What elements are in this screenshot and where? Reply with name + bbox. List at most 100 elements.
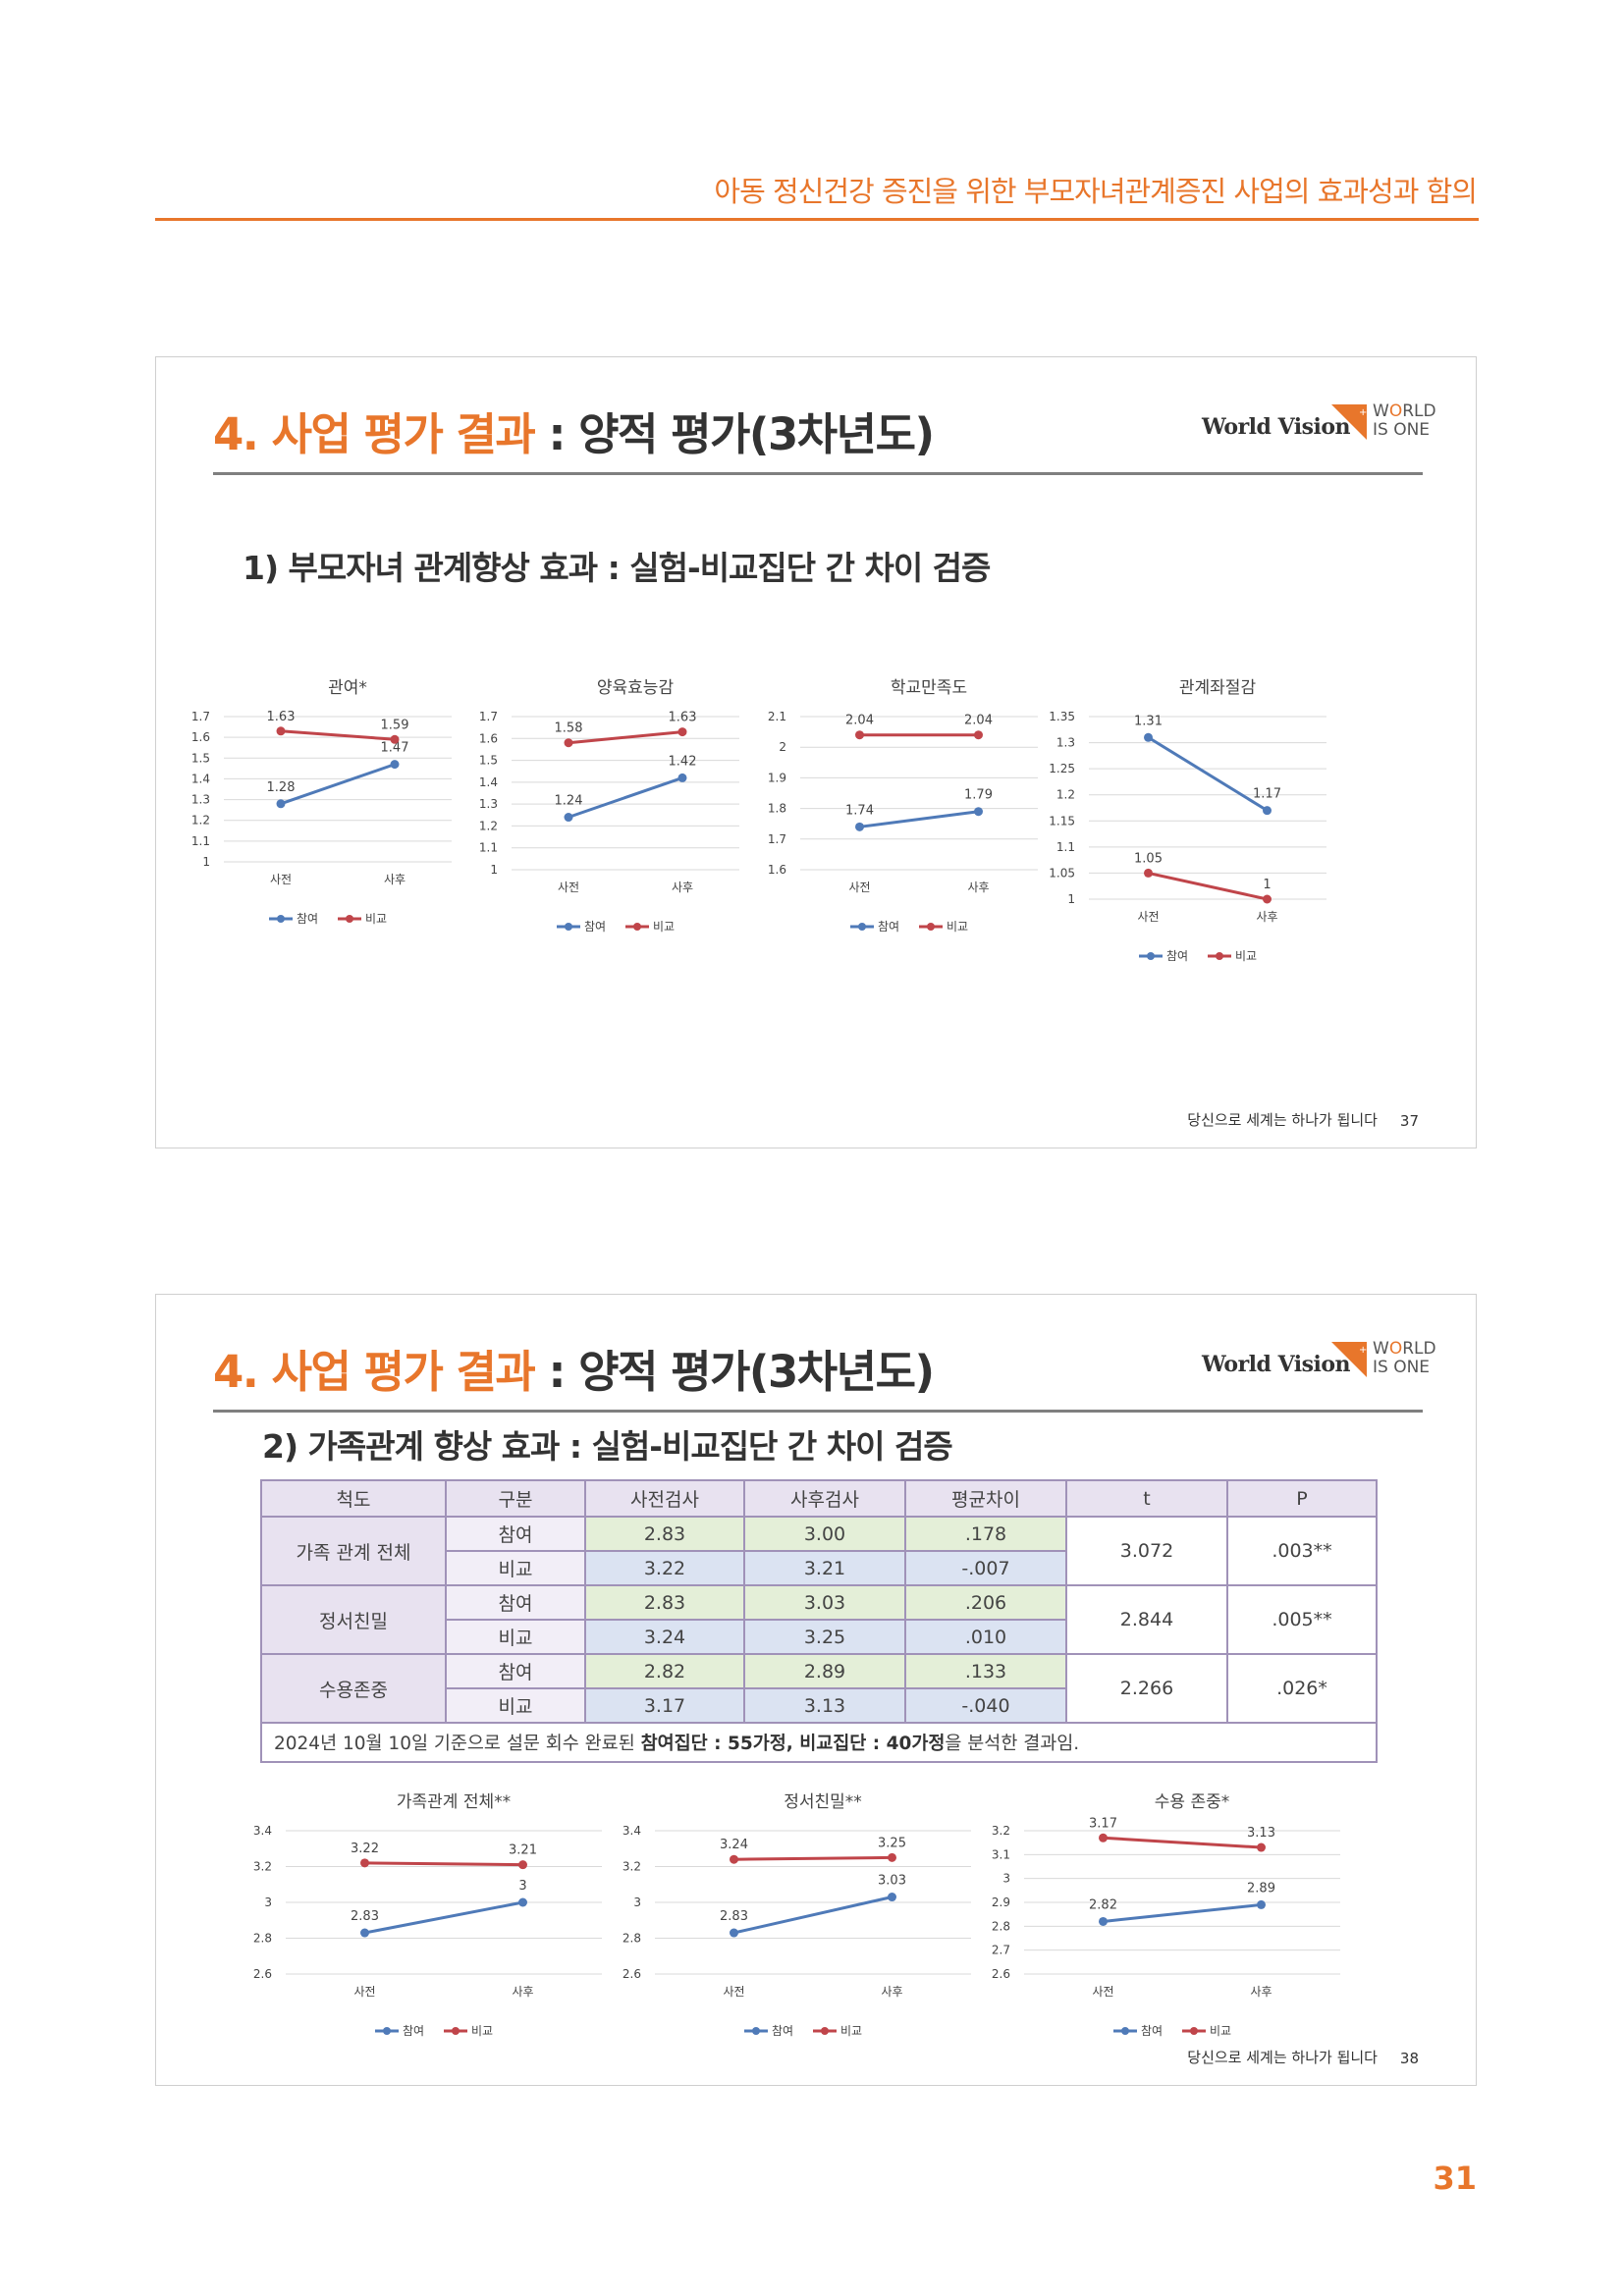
logo-tag-rld: RLD <box>1402 1339 1436 1359</box>
legend-label: 참여 <box>403 2024 424 2038</box>
data-point <box>1263 806 1272 816</box>
chart-title: 정서친밀** <box>784 1792 862 1812</box>
data-point <box>1257 1842 1266 1852</box>
y-tick-label: 1.3 <box>191 793 210 807</box>
data-point <box>855 822 864 831</box>
col-header: 사전검사 <box>584 1479 745 1518</box>
y-tick-label: 1.5 <box>479 754 498 768</box>
legend-label: 비교 <box>840 2024 862 2038</box>
data-label: 3.03 <box>878 1874 906 1889</box>
data-label: 1.47 <box>381 741 409 756</box>
diff-cell: -.040 <box>904 1687 1067 1724</box>
y-tick-label: 3 <box>633 1896 641 1909</box>
data-label: 1.28 <box>267 780 296 795</box>
logo-tagline: WORLD IS ONE <box>1373 1340 1436 1377</box>
data-label: 1.24 <box>555 794 583 809</box>
pre-cell: 2.83 <box>584 1516 745 1552</box>
chart-title: 수용 존중* <box>1155 1792 1229 1812</box>
logo-mark-icon: + <box>1331 1342 1367 1377</box>
legend-marker <box>565 923 572 931</box>
data-label: 2.83 <box>351 1909 379 1924</box>
legend-label: 비교 <box>1235 949 1257 963</box>
note-text: 을 분석한 결과임. <box>945 1734 1080 1754</box>
y-tick-label: 2.9 <box>992 1896 1010 1909</box>
p-cell: .005** <box>1226 1584 1378 1655</box>
t-cell: 2.844 <box>1065 1584 1228 1655</box>
legend-label: 참여 <box>297 912 318 926</box>
data-point <box>1144 868 1153 878</box>
table-row: 수용존중 참여 2.82 2.89 .133 2.266 .026* <box>260 1653 1378 1724</box>
data-point <box>564 738 573 748</box>
data-label: 1.42 <box>669 754 697 769</box>
post-cell: 3.25 <box>743 1619 906 1655</box>
table-header-row: 척도 구분 사전검사 사후검사 평균차이 t P <box>260 1479 1378 1518</box>
data-point <box>730 1928 738 1938</box>
chart-acceptance: 수용 존중*3.23.132.92.82.72.6사전 사후2.822.893.1… <box>992 1792 1340 2038</box>
slide-title-rest: : 양적 평가(3차년도) <box>534 408 935 460</box>
post-cell: 3.13 <box>743 1687 906 1724</box>
y-tick-label: 1.5 <box>191 751 210 765</box>
table-row: 정서친밀 참여 2.83 3.03 .206 2.844 .005** <box>260 1584 1378 1655</box>
data-point <box>1257 1899 1266 1909</box>
data-label: 1.63 <box>669 711 697 725</box>
table-row: 비교 3.22 3.21 -.007 <box>261 1550 1377 1586</box>
y-tick-label: 1.7 <box>191 710 210 723</box>
col-header: 구분 <box>445 1479 586 1518</box>
data-label: 1.17 <box>1253 787 1281 802</box>
data-point <box>276 726 286 736</box>
x-tick-label: 사후 <box>1256 910 1277 924</box>
x-tick-label: 사후 <box>1250 1985 1272 1999</box>
series-line <box>859 810 979 828</box>
y-tick-label: 1.4 <box>479 775 498 789</box>
data-label: 3.13 <box>1247 1826 1275 1841</box>
y-tick-label: 1.3 <box>1056 736 1075 750</box>
y-tick-label: 3.2 <box>623 1860 641 1874</box>
logo-tag-o: O <box>1388 1339 1403 1359</box>
group-cell: 비교 <box>445 1687 586 1724</box>
y-tick-label: 3 <box>1002 1872 1010 1886</box>
pre-cell: 3.17 <box>584 1687 745 1724</box>
legend-label: 참여 <box>584 920 606 934</box>
legend-label: 비교 <box>365 912 387 926</box>
series-line <box>1148 871 1268 901</box>
series-line <box>568 775 683 819</box>
data-label: 3.21 <box>509 1843 537 1858</box>
logo-tag-line2: IS ONE <box>1373 1358 1431 1377</box>
diff-cell: -.007 <box>904 1550 1067 1586</box>
logo-tag-o: O <box>1388 401 1403 421</box>
data-point <box>390 734 400 744</box>
y-tick-label: 1 <box>202 855 210 869</box>
y-tick-label: 1.2 <box>191 814 210 828</box>
post-cell: 3.00 <box>743 1516 906 1552</box>
post-cell: 3.03 <box>743 1584 906 1621</box>
world-vision-logo: World Vision + WORLD IS ONE <box>1202 402 1437 452</box>
data-label: 1.79 <box>964 788 993 803</box>
chart-emotional: 정서친밀** 3.4 3.2 3 2.8 2.6 사전 사후 2.83 3.03 3.24 3.25 참… <box>623 1792 971 2038</box>
chart-title: 가족관계 전체** <box>397 1792 511 1812</box>
running-header: 아동 정신건강 증진을 위한 부모자녀관계증진 사업의 효과성과 함의 <box>714 175 1478 208</box>
data-label: 2.89 <box>1247 1881 1275 1896</box>
group-cell: 비교 <box>445 1550 586 1586</box>
series-line <box>364 1861 523 1867</box>
col-header: 평균차이 <box>904 1479 1067 1518</box>
data-point <box>1263 894 1272 904</box>
group-cell: 참여 <box>445 1584 586 1621</box>
y-tick-label: 2.7 <box>992 1944 1010 1957</box>
data-label: 1.58 <box>555 721 583 736</box>
data-label: 2.82 <box>1089 1897 1117 1912</box>
group-cell: 참여 <box>445 1653 586 1689</box>
note-bold: 참여집단 : 55가정, 비교집단 : 40가정 <box>640 1734 946 1754</box>
y-tick-label: 1.35 <box>1049 710 1075 723</box>
data-point <box>360 1858 369 1868</box>
data-point <box>360 1928 369 1938</box>
y-tick-label: 3.4 <box>623 1824 641 1838</box>
logo-tag-w: W <box>1373 1339 1389 1359</box>
y-tick-label: 1.2 <box>479 819 498 832</box>
footer-slogan: 당신으로 세계는 하나가 됩니다 <box>1187 1111 1378 1129</box>
y-tick-label: 1.3 <box>479 797 498 811</box>
data-label: 2.04 <box>845 714 874 728</box>
chart-family-total: 가족관계 전체** 3.4 3.2 3 2.8 2.6 사전 사후 2.83 3 3.22 3.21 참… <box>253 1792 602 2038</box>
chart-yangyuk: 양육효능감 1.7 1.6 1.5 1.4 1.3 1.2 1.1 1 사전 사후 1.24 1.42 1… <box>479 678 739 934</box>
diff-cell: .133 <box>904 1653 1067 1689</box>
logo-tag-w: W <box>1373 401 1389 421</box>
